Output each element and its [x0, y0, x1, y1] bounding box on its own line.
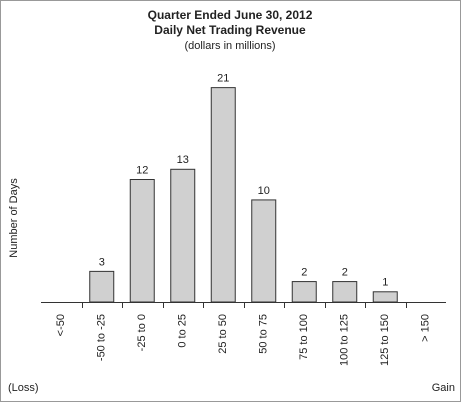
x-tick-label: 25 to 50 — [217, 314, 229, 354]
chart-subtitle: Daily Net Trading Revenue — [154, 23, 306, 37]
x-tick-label: > 150 — [420, 314, 432, 342]
x-tick-label: -25 to 0 — [136, 314, 148, 351]
data-label: 13 — [177, 154, 189, 166]
data-label: 21 — [217, 73, 229, 85]
chart-title: Quarter Ended June 30, 2012 — [148, 8, 313, 22]
x-tick-label: -50 to -25 — [96, 314, 108, 361]
unit-note: (dollars in millions) — [184, 40, 275, 52]
x-tick-label: <-50 — [55, 314, 67, 336]
bar — [372, 291, 398, 303]
left-note: (Loss) — [8, 382, 39, 394]
bar — [251, 199, 277, 303]
bar — [210, 87, 236, 303]
x-tick-label: 125 to 150 — [379, 314, 391, 366]
data-label: 1 — [382, 277, 388, 289]
x-tick-label: 100 to 125 — [339, 314, 351, 366]
data-label: 3 — [99, 256, 105, 268]
bar — [170, 168, 196, 303]
x-tick-label: 50 to 75 — [258, 314, 270, 354]
bar — [89, 270, 115, 303]
bar — [291, 281, 317, 303]
bar — [332, 281, 358, 303]
data-label: 2 — [301, 266, 307, 278]
data-label: 2 — [342, 266, 348, 278]
data-label: 12 — [136, 164, 148, 176]
bar — [129, 179, 155, 303]
y-axis-label: Number of Days — [8, 178, 20, 258]
data-label: 10 — [258, 185, 270, 197]
right-note: Gain — [432, 382, 455, 394]
x-tick-label: 75 to 100 — [298, 314, 310, 360]
x-tick-label: 0 to 25 — [177, 314, 189, 348]
